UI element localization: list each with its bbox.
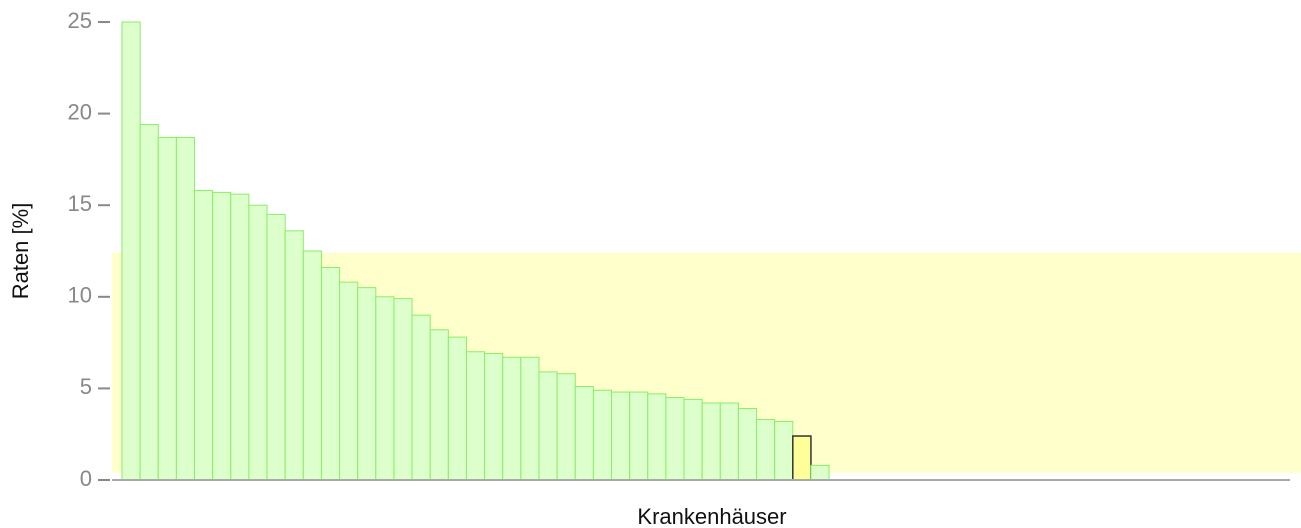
bar (774, 420, 794, 481)
bar (556, 373, 576, 481)
bar (194, 190, 214, 481)
bar (683, 398, 703, 481)
bar (756, 419, 776, 481)
bar (574, 386, 594, 481)
bar (139, 124, 159, 481)
y-tick-label: 25 (68, 8, 92, 33)
y-tick-label: 15 (68, 191, 92, 216)
bar (157, 136, 177, 481)
bar (248, 204, 268, 481)
bar (611, 391, 631, 481)
bar (375, 296, 395, 481)
y-tick-label: 0 (80, 466, 92, 491)
bar (592, 389, 613, 481)
bar (284, 230, 304, 481)
bar (393, 298, 413, 481)
bar (212, 191, 232, 481)
bar (665, 397, 685, 481)
bar (429, 329, 449, 481)
bar (175, 136, 196, 481)
bar (447, 336, 467, 481)
x-axis-label: Krankenhäuser (637, 504, 786, 528)
bar (320, 266, 341, 481)
bar (411, 314, 431, 481)
bar (266, 213, 286, 481)
bar (719, 402, 739, 481)
bar (520, 356, 540, 481)
bar (629, 391, 649, 481)
bar (502, 356, 522, 481)
bar (647, 393, 667, 481)
bar (737, 408, 758, 481)
bar (121, 21, 141, 481)
bar (465, 351, 486, 481)
bar (538, 371, 558, 481)
y-axis-label: Raten [%] (8, 203, 33, 300)
y-tick-label: 5 (80, 374, 92, 399)
bar (810, 464, 830, 481)
bar (302, 250, 322, 481)
bar (484, 353, 504, 481)
highlighted-bar (792, 435, 812, 481)
bar (701, 402, 721, 481)
bar (230, 193, 250, 481)
bar (339, 281, 359, 481)
y-tick-label: 20 (68, 99, 92, 124)
bar (357, 287, 377, 481)
y-tick-label: 10 (68, 283, 92, 308)
